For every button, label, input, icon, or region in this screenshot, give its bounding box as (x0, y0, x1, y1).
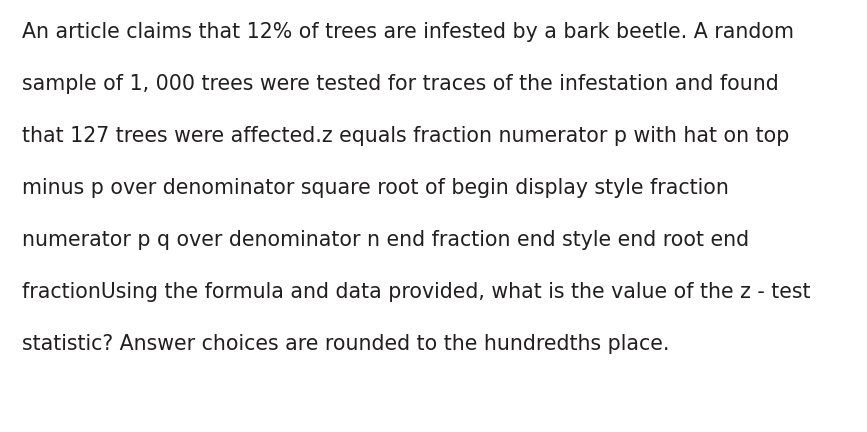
Text: statistic? Answer choices are rounded to the hundredths place.: statistic? Answer choices are rounded to… (22, 334, 669, 354)
Text: fractionUsing the formula and data provided, what is the value of the z - test: fractionUsing the formula and data provi… (22, 282, 811, 302)
Text: sample of 1, 000 trees were tested for traces of the infestation and found: sample of 1, 000 trees were tested for t… (22, 74, 779, 94)
Text: numerator p q over denominator n end fraction end style end root end: numerator p q over denominator n end fra… (22, 230, 749, 250)
Text: that 127 trees were affected.z equals fraction numerator p with hat on top: that 127 trees were affected.z equals fr… (22, 126, 789, 146)
Text: minus p over denominator square root of begin display style fraction: minus p over denominator square root of … (22, 178, 729, 198)
Text: An article claims that 12% of trees are infested by a bark beetle. A random: An article claims that 12% of trees are … (22, 22, 794, 42)
